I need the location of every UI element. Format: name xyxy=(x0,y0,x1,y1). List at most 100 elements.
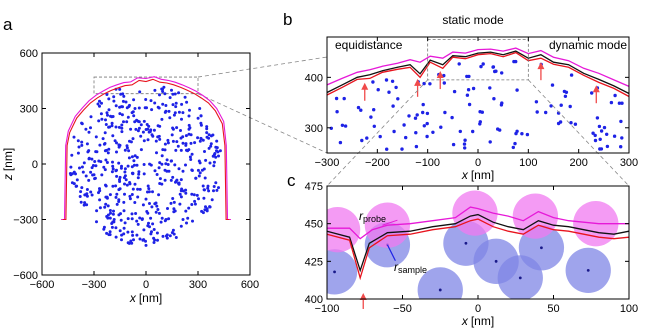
dot xyxy=(103,149,107,153)
dot xyxy=(98,104,101,108)
zoom-box xyxy=(93,76,199,95)
dot xyxy=(431,130,435,134)
dot xyxy=(142,119,146,123)
dot xyxy=(394,85,398,90)
dot xyxy=(104,123,108,126)
dot xyxy=(199,114,203,118)
dot xyxy=(117,188,121,192)
dot xyxy=(87,130,91,134)
dot xyxy=(97,191,100,195)
dot xyxy=(442,73,446,78)
dot xyxy=(123,167,127,171)
dot xyxy=(207,146,211,150)
dot xyxy=(165,236,169,240)
probe-radius-line xyxy=(382,219,398,226)
dot xyxy=(96,102,100,106)
dot xyxy=(180,117,183,121)
dot xyxy=(141,130,145,134)
dot xyxy=(115,150,118,154)
dot xyxy=(114,184,118,188)
dot xyxy=(122,176,126,180)
dot xyxy=(104,195,108,199)
dot xyxy=(390,79,395,84)
dot xyxy=(135,219,139,223)
dot xyxy=(119,218,123,222)
dot xyxy=(107,108,111,112)
y-tick-label: 300 xyxy=(20,104,38,116)
dot xyxy=(620,101,624,105)
dot xyxy=(150,205,154,209)
dot xyxy=(151,190,154,194)
dot xyxy=(87,178,91,182)
dot xyxy=(160,87,164,91)
dot xyxy=(365,136,369,140)
axis-ticks: −600 −300 0 300 600 −600 −300 0 300 600 xyxy=(13,48,259,291)
dot xyxy=(128,139,131,143)
dot xyxy=(87,156,91,160)
dot xyxy=(114,104,118,108)
y-tick-label: 400 xyxy=(305,294,323,306)
dot xyxy=(84,174,88,178)
dot xyxy=(137,106,141,110)
dot xyxy=(93,177,97,181)
dot xyxy=(428,82,432,86)
dot xyxy=(376,88,380,92)
dot xyxy=(100,173,104,177)
dot xyxy=(209,144,213,148)
dot xyxy=(104,202,108,206)
dot xyxy=(145,210,149,213)
dot xyxy=(130,230,134,234)
dot xyxy=(515,129,519,133)
dot xyxy=(196,136,200,140)
dot xyxy=(544,110,548,115)
x-tick-label: −600 xyxy=(30,279,55,291)
dot xyxy=(112,218,116,221)
dot xyxy=(144,243,148,247)
dot xyxy=(612,134,617,138)
x-tick-label: 0 xyxy=(143,279,149,291)
series-line-red xyxy=(326,218,630,281)
dot xyxy=(122,209,126,213)
y-tick-label: 300 xyxy=(305,123,323,135)
x-tick-label: 0 xyxy=(475,303,481,315)
dot xyxy=(117,161,121,165)
dot xyxy=(210,198,214,202)
dot xyxy=(463,138,467,142)
dot xyxy=(156,105,160,109)
dot xyxy=(119,92,123,96)
dot xyxy=(421,110,425,115)
dot xyxy=(619,119,623,124)
dot xyxy=(480,110,484,114)
annotation-dynamic-mode: dynamic mode xyxy=(549,38,627,52)
dot xyxy=(77,145,81,149)
dot xyxy=(217,154,220,158)
dot xyxy=(118,87,122,91)
dot xyxy=(122,120,125,124)
dot xyxy=(102,227,106,231)
dot xyxy=(177,167,181,171)
dot xyxy=(414,131,418,135)
dot xyxy=(132,163,136,167)
dot xyxy=(205,127,209,131)
x-tick-label: 300 xyxy=(189,279,207,291)
dot xyxy=(214,155,218,159)
dot xyxy=(154,210,158,214)
series-line-black xyxy=(326,213,630,273)
dot xyxy=(140,217,144,221)
dot xyxy=(118,112,122,116)
dot xyxy=(81,170,85,174)
dot xyxy=(163,142,167,146)
dot xyxy=(597,124,602,129)
dot xyxy=(190,169,194,172)
dot xyxy=(78,166,81,170)
dot xyxy=(413,116,418,120)
probe-circle xyxy=(327,207,361,253)
dot xyxy=(340,123,345,128)
dot xyxy=(168,234,172,238)
dot xyxy=(458,129,462,134)
dot xyxy=(216,150,220,154)
dot xyxy=(90,157,94,161)
dot xyxy=(123,148,127,152)
zoom-box xyxy=(427,39,529,81)
dot xyxy=(153,169,157,173)
